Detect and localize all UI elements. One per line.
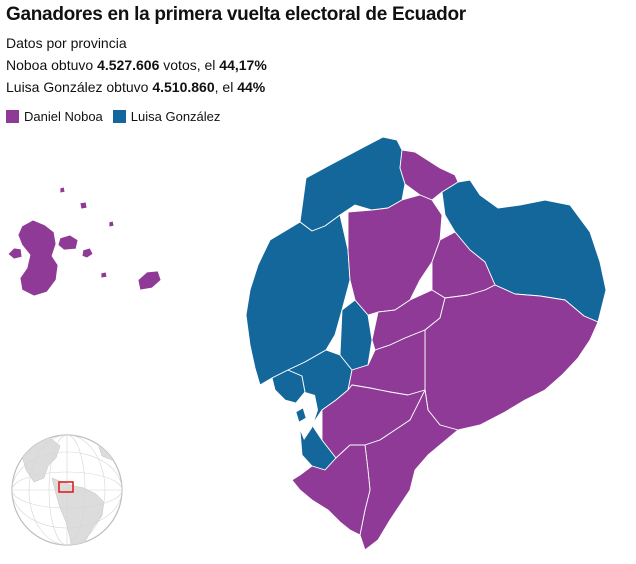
gonzalez-provinces — [245, 136, 607, 471]
legend-label-gonzalez: Luisa González — [130, 109, 221, 124]
gonzalez-result-line: Luisa González obtuvo 4.510.860, el 44% — [6, 79, 265, 95]
province-pastaza — [424, 284, 599, 431]
galapagos-islands — [7, 186, 162, 297]
province-loja — [291, 444, 371, 536]
gulf-of-guayaquil — [295, 392, 318, 440]
locator-box — [58, 481, 74, 493]
noboa-mid: votos, el — [159, 57, 220, 73]
map-legend: Daniel Noboa Luisa González — [6, 109, 230, 124]
legend-swatch-gonzalez — [112, 110, 126, 123]
gonzalez-mid: , el — [214, 79, 238, 95]
noboa-prefix: Noboa obtuvo — [6, 57, 98, 73]
noboa-percent: 44,17% — [219, 57, 267, 73]
province-carchi — [399, 149, 459, 201]
legend-item-noboa: Daniel Noboa — [6, 109, 103, 124]
gonzalez-percent: 44% — [237, 79, 266, 95]
noboa-result-line: Noboa obtuvo 4.527.606 votos, el 44,17% — [6, 57, 267, 73]
legend-swatch-noboa — [6, 110, 19, 123]
legend-item-gonzalez: Luisa González — [112, 109, 221, 124]
gonzalez-votes: 4.510.860 — [152, 79, 215, 95]
map-title: Ganadores en la primera vuelta electoral… — [6, 4, 466, 25]
province-morona-zamora — [359, 389, 459, 551]
legend-label-noboa: Daniel Noboa — [24, 109, 103, 124]
map-subtitle: Datos por provincia — [6, 35, 127, 51]
noboa-votes: 4.527.606 — [97, 57, 160, 73]
gonzalez-prefix: Luisa González obtuvo — [6, 79, 153, 95]
locator-globe — [11, 434, 123, 546]
province-imbabura-pichincha — [347, 194, 443, 316]
noboa-provinces — [291, 149, 599, 551]
